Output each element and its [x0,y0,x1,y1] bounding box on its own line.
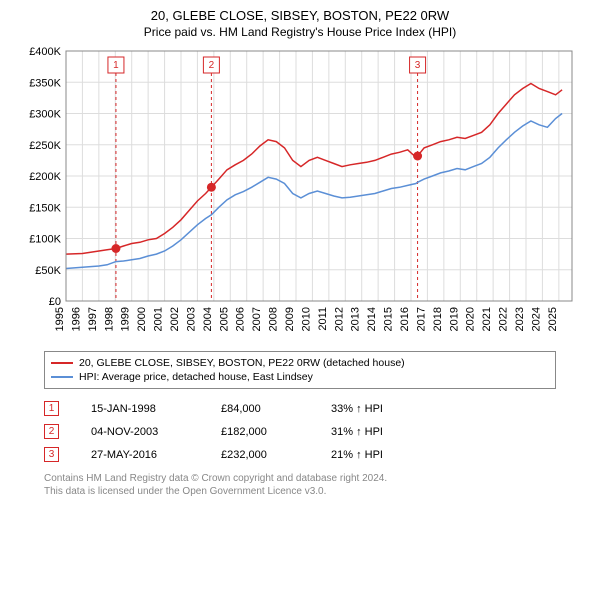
transaction-price: £232,000 [221,449,321,461]
footer-line-1: Contains HM Land Registry data © Crown c… [44,472,556,485]
x-axis-tick: 2011 [317,307,329,331]
transaction-delta: 31% ↑ HPI [331,426,441,438]
series-legend: 20, GLEBE CLOSE, SIBSEY, BOSTON, PE22 0R… [44,351,556,389]
transaction-date: 04-NOV-2003 [91,426,211,438]
transaction-delta: 21% ↑ HPI [331,449,441,461]
x-axis-tick: 2014 [366,307,378,331]
chart-marker-number: 2 [209,60,215,71]
x-axis-tick: 2001 [153,307,165,331]
chart-marker-dot [413,152,422,161]
footer-attribution: Contains HM Land Registry data © Crown c… [44,472,556,498]
transaction-date: 15-JAN-1998 [91,403,211,415]
x-axis-tick: 2010 [300,307,312,331]
y-axis-tick: £350K [29,77,61,89]
y-axis-tick: £100K [29,234,61,246]
chart-marker-dot [207,183,216,192]
transaction-price: £182,000 [221,426,321,438]
x-axis-tick: 2005 [218,307,230,331]
x-axis-tick: 2002 [169,307,181,331]
y-axis-tick: £150K [29,202,61,214]
transaction-price: £84,000 [221,403,321,415]
chart-marker-dot [111,244,120,253]
x-axis-tick: 2006 [235,307,247,331]
chart-marker-number: 3 [415,60,421,71]
transaction-row: 3 27-MAY-2016 £232,000 21% ↑ HPI [44,443,556,466]
x-axis-tick: 2012 [333,307,345,331]
x-axis-tick: 2003 [185,307,197,331]
x-axis-tick: 2000 [136,307,148,331]
x-axis-tick: 2017 [415,307,427,331]
x-axis-tick: 2004 [202,307,214,331]
transaction-badge: 1 [44,401,59,416]
chart-container: 20, GLEBE CLOSE, SIBSEY, BOSTON, PE22 0R… [0,0,600,590]
chart-title: 20, GLEBE CLOSE, SIBSEY, BOSTON, PE22 0R… [10,8,590,23]
y-axis-tick: £0 [49,296,61,308]
x-axis-tick: 2018 [432,307,444,331]
transaction-row: 1 15-JAN-1998 £84,000 33% ↑ HPI [44,397,556,420]
x-axis-tick: 1996 [70,307,82,331]
x-axis-tick: 2021 [481,307,493,331]
transaction-badge: 3 [44,447,59,462]
transaction-delta: 33% ↑ HPI [331,403,441,415]
x-axis-tick: 2025 [547,307,559,331]
x-axis-tick: 2020 [465,307,477,331]
title-block: 20, GLEBE CLOSE, SIBSEY, BOSTON, PE22 0R… [10,8,590,39]
legend-swatch [51,362,73,364]
x-axis-tick: 1995 [54,307,66,331]
legend-row: HPI: Average price, detached house, East… [51,370,549,384]
x-axis-tick: 2022 [498,307,510,331]
series-line [66,84,562,255]
series-line [66,114,562,269]
transaction-badge: 2 [44,424,59,439]
footer-line-2: This data is licensed under the Open Gov… [44,485,556,498]
x-axis-tick: 2016 [399,307,411,331]
chart-subtitle: Price paid vs. HM Land Registry's House … [10,25,590,39]
x-axis-tick: 1999 [120,307,132,331]
x-axis-tick: 2024 [530,307,542,331]
x-axis-tick: 1997 [87,307,99,331]
x-axis-tick: 1998 [103,307,115,331]
x-axis-tick: 2023 [514,307,526,331]
x-axis-tick: 2009 [284,307,296,331]
transaction-date: 27-MAY-2016 [91,449,211,461]
x-axis-tick: 2007 [251,307,263,331]
y-axis-tick: £200K [29,171,61,183]
legend-row: 20, GLEBE CLOSE, SIBSEY, BOSTON, PE22 0R… [51,356,549,370]
chart-marker-number: 1 [113,60,119,71]
y-axis-tick: £300K [29,109,61,121]
chart-area: £0 £50K £100K £150K £200K £250K £300K £350K £400… [20,45,580,345]
x-axis-tick: 2013 [350,307,362,331]
y-axis-tick: £50K [35,265,61,277]
legend-label: 20, GLEBE CLOSE, SIBSEY, BOSTON, PE22 0R… [79,357,405,369]
legend-swatch [51,376,73,378]
y-axis-tick: £250K [29,140,61,152]
x-axis-tick: 2008 [268,307,280,331]
transactions-table: 1 15-JAN-1998 £84,000 33% ↑ HPI 2 04-NOV-2003… [44,397,556,466]
transaction-row: 2 04-NOV-2003 £182,000 31% ↑ HPI [44,420,556,443]
x-axis-tick: 2019 [448,307,460,331]
x-axis-tick: 2015 [383,307,395,331]
chart-svg: £0 £50K £100K £150K £200K £250K £300K £350K £400… [20,45,580,345]
legend-label: HPI: Average price, detached house, East… [79,371,313,383]
y-axis-tick: £400K [29,46,61,58]
